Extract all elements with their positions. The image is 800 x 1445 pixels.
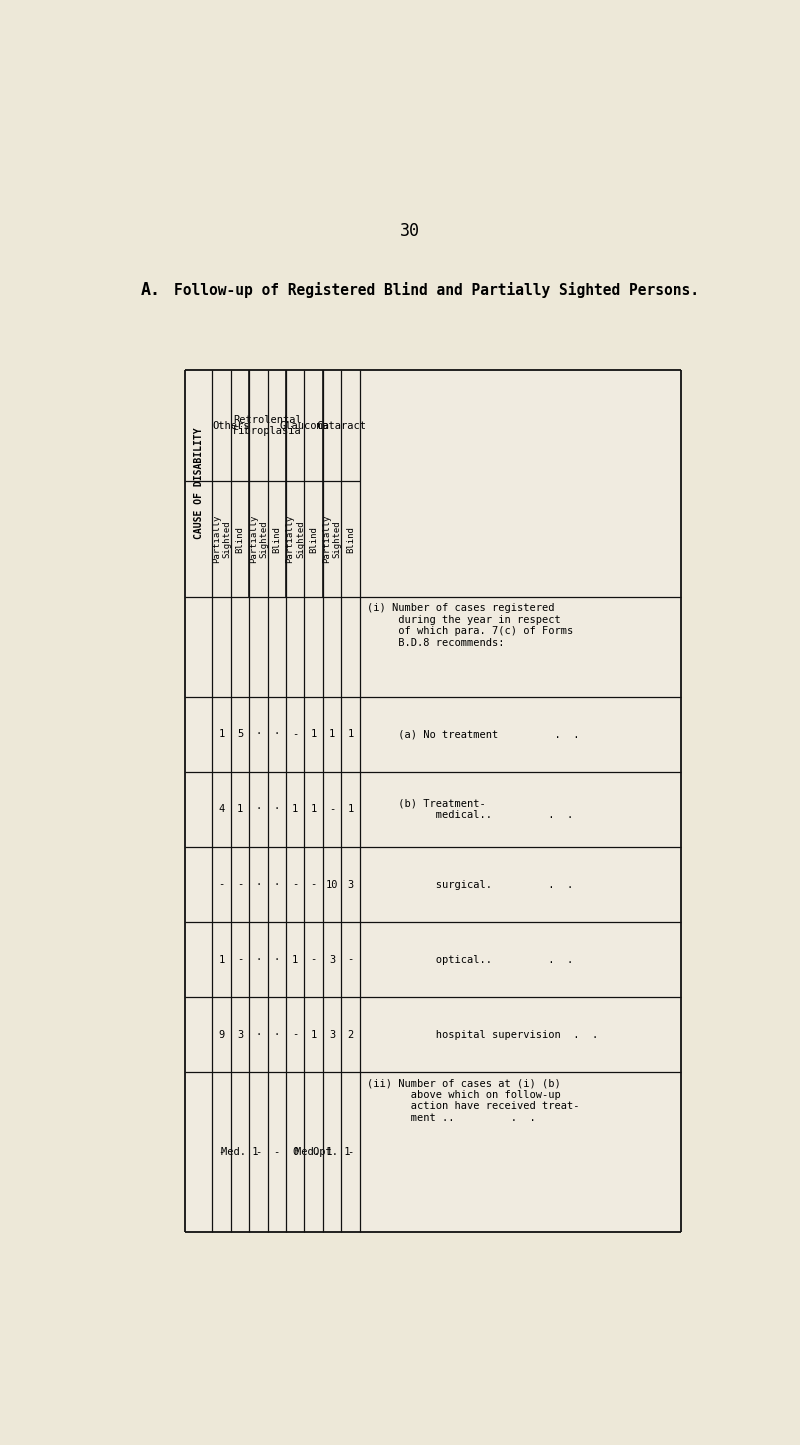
Text: (ii) Number of cases at (i) (b)
       above which on follow-up
       action ha: (ii) Number of cases at (i) (b) above wh… <box>367 1078 580 1123</box>
Text: Others: Others <box>212 420 250 431</box>
Text: 1: 1 <box>347 730 354 740</box>
Text: ·: · <box>255 880 262 890</box>
Text: -: - <box>310 955 317 965</box>
Text: (a) No treatment         .  .: (a) No treatment . . <box>367 730 580 740</box>
Text: optical..         .  .: optical.. . . <box>367 955 574 965</box>
Text: -: - <box>329 805 335 815</box>
Text: ·: · <box>255 730 262 740</box>
Text: -: - <box>292 880 298 890</box>
Text: -: - <box>255 1147 262 1157</box>
Text: (i) Number of cases registered
     during the year in respect
     of which par: (i) Number of cases registered during th… <box>367 603 574 647</box>
Text: 1: 1 <box>310 805 317 815</box>
Text: Blind: Blind <box>272 526 282 552</box>
Text: Retrolental
Fibroplasia: Retrolental Fibroplasia <box>234 415 302 436</box>
Text: 5: 5 <box>237 730 243 740</box>
Text: -: - <box>292 1030 298 1039</box>
Text: Med. 1: Med. 1 <box>222 1147 258 1157</box>
Text: 4: 4 <box>218 805 225 815</box>
Text: Blind: Blind <box>309 526 318 552</box>
Text: A.: A. <box>140 282 160 299</box>
Text: CAUSE OF DISABILITY: CAUSE OF DISABILITY <box>194 428 204 539</box>
Text: 3: 3 <box>329 1030 335 1039</box>
Text: -: - <box>274 1147 280 1157</box>
Text: Med. 1: Med. 1 <box>295 1147 332 1157</box>
Text: 1: 1 <box>347 805 354 815</box>
Text: 1: 1 <box>218 730 225 740</box>
Text: 1: 1 <box>292 955 298 965</box>
Text: Partially
Sighted: Partially Sighted <box>286 514 305 564</box>
Text: ·: · <box>255 955 262 965</box>
Text: Blind: Blind <box>346 526 355 552</box>
Text: ·: · <box>274 730 280 740</box>
Text: -: - <box>237 880 243 890</box>
Text: 10: 10 <box>326 880 338 890</box>
Text: Partially
Sighted: Partially Sighted <box>212 514 231 564</box>
Text: -: - <box>347 955 354 965</box>
Text: -: - <box>237 955 243 965</box>
Text: ·: · <box>274 1030 280 1039</box>
Text: 3: 3 <box>329 955 335 965</box>
Text: Partially
Sighted: Partially Sighted <box>322 514 342 564</box>
Text: -: - <box>347 1147 354 1157</box>
Text: Partially
Sighted: Partially Sighted <box>249 514 268 564</box>
Text: -: - <box>292 730 298 740</box>
Text: 9: 9 <box>218 1030 225 1039</box>
Text: Cataract: Cataract <box>316 420 366 431</box>
Text: surgical.         .  .: surgical. . . <box>367 880 574 890</box>
Text: (b) Treatment-
           medical..         .  .: (b) Treatment- medical.. . . <box>367 799 574 821</box>
Text: ·: · <box>274 805 280 815</box>
Text: 1: 1 <box>329 730 335 740</box>
Text: 0: 0 <box>292 1147 298 1157</box>
Text: ·: · <box>274 880 280 890</box>
Text: 2: 2 <box>347 1030 354 1039</box>
Text: 1: 1 <box>310 730 317 740</box>
Text: Follow-up of Registered Blind and Partially Sighted Persons.: Follow-up of Registered Blind and Partia… <box>174 282 698 299</box>
Text: 1: 1 <box>237 805 243 815</box>
Text: ·: · <box>274 955 280 965</box>
Text: 1: 1 <box>218 955 225 965</box>
Text: Opt. 1: Opt. 1 <box>314 1147 350 1157</box>
Text: Blind: Blind <box>235 526 245 552</box>
Text: -: - <box>310 880 317 890</box>
Text: Glaucoma: Glaucoma <box>279 420 330 431</box>
Text: 1: 1 <box>310 1030 317 1039</box>
Bar <box>186 370 682 1233</box>
Text: ·: · <box>255 1030 262 1039</box>
Text: 1: 1 <box>292 805 298 815</box>
Text: 3: 3 <box>347 880 354 890</box>
Text: -: - <box>218 1147 225 1157</box>
Text: 30: 30 <box>400 223 420 240</box>
Text: ·: · <box>255 805 262 815</box>
Text: 3: 3 <box>237 1030 243 1039</box>
Text: -: - <box>218 880 225 890</box>
Text: hospital supervision  .  .: hospital supervision . . <box>367 1030 598 1039</box>
